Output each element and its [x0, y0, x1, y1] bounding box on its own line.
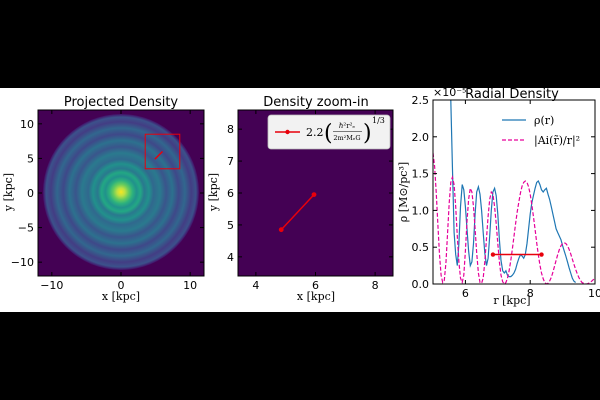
panel-projected-density: Projected Density −10 0 10 10 5 0 −5 −10 x [kpc… — [2, 95, 205, 303]
panel3-frame — [432, 99, 596, 285]
panel3-title: Radial Density — [465, 88, 559, 102]
panel3-xtick-label: 10 — [588, 287, 600, 300]
panel-density-zoom: Density zoom-in 4 6 8 8 7 6 5 4 2.2 ( ℏ²r²ₑ 2m²… — [207, 95, 394, 303]
panel2-xlabel: x [kpc] — [297, 290, 335, 303]
panel2-ytick-label: 7 — [227, 155, 234, 168]
panel3-ylabel: ρ [M⊙/pc³] — [397, 162, 410, 222]
hline-endpoint-start — [490, 252, 496, 257]
panel1-xtick-label: 0 — [118, 279, 125, 292]
panel2-title: Density zoom-in — [263, 95, 369, 110]
panel3-legend: ρ(r) |Ai(r̃)/r|² — [502, 114, 580, 148]
panel3-ytick-label: 2.0 — [412, 131, 430, 144]
legend-numerator: ℏ²r²ₑ — [339, 122, 355, 130]
panel1-ylabel: y [kpc] — [2, 173, 15, 212]
panel1-ytick-label: 0 — [27, 187, 34, 200]
panel3-ytick-label: 1.0 — [412, 204, 430, 217]
panel3-plot — [433, 100, 595, 284]
panel1-xlabel: x [kpc] — [102, 290, 140, 303]
panel2-ytick-label: 8 — [227, 123, 234, 136]
series-rho-line — [450, 100, 576, 283]
figure-canvas: Projected Density −10 0 10 10 5 0 −5 −10 x [kpc… — [2, 88, 600, 307]
panel3-xlabel: r [kpc] — [493, 294, 530, 307]
legend-close-paren: ) — [363, 121, 372, 146]
panel3-ytick-label: 0.0 — [412, 278, 430, 291]
zoom-box — [144, 133, 181, 170]
panel1-xtick-label: −10 — [40, 279, 63, 292]
legend-denominator: 2m²MₑG — [333, 134, 360, 142]
panel2-red-segment — [280, 194, 315, 231]
panel-radial-density: Radial Density ×10⁻⁵ 6 8 10 0.0 0.5 1.0 1.5 2.0… — [397, 88, 600, 307]
legend-box — [267, 114, 391, 150]
density-disc — [43, 114, 199, 270]
panel3-ytick-label: 1.5 — [412, 168, 430, 181]
panel1-ytick-label: 10 — [20, 118, 34, 131]
panel2-ytick-label: 5 — [227, 219, 234, 232]
legend-prefix: 2.2 — [306, 126, 324, 139]
panel1-ytick-label: −5 — [18, 222, 34, 235]
panel2-ytick-label: 6 — [227, 187, 234, 200]
panel2-axes: 4 6 8 8 7 6 5 4 — [227, 110, 393, 292]
panel2-xtick-label: 4 — [252, 279, 259, 292]
panel1-ytick-label: 5 — [27, 152, 34, 165]
legend-marker — [285, 129, 290, 135]
panel3-ytick-label: 2.5 — [412, 94, 430, 107]
panel3-series-group — [433, 100, 595, 284]
legend-airy-label: |Ai(r̃)/r|² — [534, 134, 580, 148]
panel2-ylabel: y [kpc] — [207, 173, 220, 212]
figure: Projected Density −10 0 10 10 5 0 −5 −10 x [kpc… — [0, 88, 600, 312]
legend-open-paren: ( — [324, 121, 333, 146]
panel1-title: Projected Density — [64, 95, 179, 110]
panel2-xtick-label: 6 — [312, 279, 319, 292]
legend-exponent: 1/3 — [372, 116, 385, 125]
segment-endpoint-end — [311, 192, 317, 197]
panel3-axes: 6 8 10 0.0 0.5 1.0 1.5 2.0 2.5 — [412, 94, 600, 300]
panel1-image — [38, 110, 204, 276]
panel3-ytick-label: 0.5 — [412, 241, 430, 254]
panel1-xtick-label: 10 — [183, 279, 197, 292]
panel2-ytick-label: 4 — [227, 251, 234, 264]
panel1-red-segment — [154, 150, 164, 160]
panel1-axes: −10 0 10 10 5 0 −5 −10 — [11, 110, 204, 292]
panel3-yscale: ×10⁻⁵ — [433, 88, 466, 99]
panel3-xtick-label: 8 — [527, 287, 534, 300]
panel1-ytick-label: −10 — [11, 256, 34, 269]
segment-endpoint-start — [278, 227, 284, 233]
panel3-xtick-label: 6 — [462, 287, 469, 300]
hline-endpoint-end — [539, 252, 544, 257]
legend-rho-label: ρ(r) — [534, 114, 554, 127]
panel2-xtick-label: 8 — [372, 279, 379, 292]
panel2-legend: 2.2 ( ℏ²r²ₑ 2m²MₑG ) 1/3 — [267, 114, 391, 150]
series-airy-line — [433, 152, 595, 284]
